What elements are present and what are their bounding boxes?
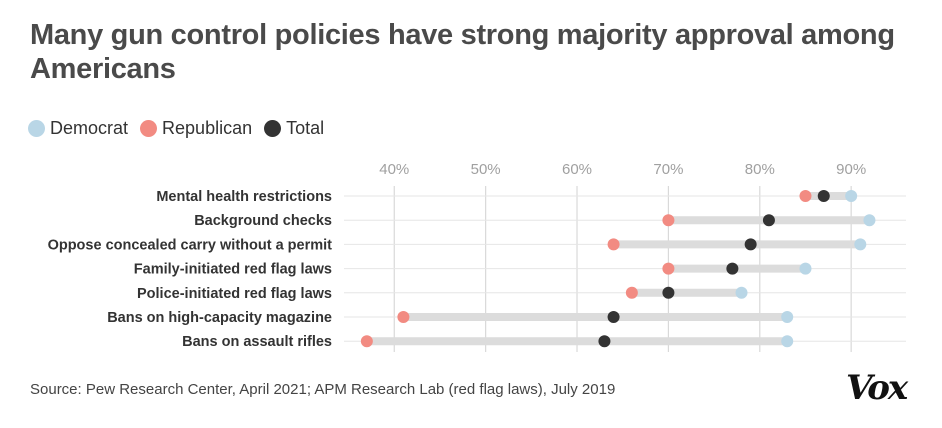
total-dot xyxy=(662,286,675,299)
democrat-dot xyxy=(799,262,812,275)
x-tick-label: 70% xyxy=(653,161,683,178)
legend-item-democrat: Democrat xyxy=(28,118,128,139)
legend-swatch-total xyxy=(264,120,282,137)
category-label: Police-initiated red flag laws xyxy=(137,286,332,302)
source-note: Source: Pew Research Center, April 2021;… xyxy=(30,381,616,398)
total-dot xyxy=(726,262,739,275)
category-label: Bans on assault rifles xyxy=(182,334,332,350)
vox-logo: Vox xyxy=(846,368,908,408)
category-label: Mental health restrictions xyxy=(156,189,332,205)
republican-dot xyxy=(397,311,410,323)
x-tick-label: 90% xyxy=(836,161,866,178)
democrat-dot xyxy=(854,238,867,251)
category-label: Background checks xyxy=(194,213,332,229)
x-tick-label: 80% xyxy=(745,161,775,178)
republican-dot xyxy=(360,335,373,348)
legend-swatch-democrat xyxy=(28,120,45,137)
republican-dot xyxy=(662,262,675,275)
democrat-dot xyxy=(845,190,858,202)
democrat-dot xyxy=(781,335,794,348)
legend-label-republican: Republican xyxy=(162,118,253,138)
total-dot xyxy=(744,238,757,251)
x-tick-label: 40% xyxy=(379,161,409,178)
legend-item-republican: Republican xyxy=(140,118,252,139)
legend-swatch-republican xyxy=(140,120,158,137)
category-label: Family-initiated red flag laws xyxy=(134,262,332,278)
republican-dot xyxy=(625,286,638,299)
total-dot xyxy=(817,190,830,202)
democrat-dot xyxy=(781,311,794,323)
category-label: Bans on high-capacity magazine xyxy=(107,310,332,326)
legend-item-total: Total xyxy=(264,118,324,139)
republican-dot xyxy=(662,214,675,227)
x-tick-label: 50% xyxy=(471,161,501,178)
democrat-dot xyxy=(863,214,876,227)
x-tick-label: 60% xyxy=(562,161,592,178)
legend-label-total: Total xyxy=(286,118,325,138)
republican-dot xyxy=(607,238,620,251)
legend: Democrat Republican Total xyxy=(28,118,336,139)
total-dot xyxy=(762,214,775,227)
total-dot xyxy=(598,335,611,348)
total-dot xyxy=(607,311,620,323)
republican-dot xyxy=(799,190,812,202)
category-label: Oppose concealed carry without a permit xyxy=(48,237,333,253)
democrat-dot xyxy=(735,286,748,299)
legend-label-democrat: Democrat xyxy=(50,118,129,138)
chart-title: Many gun control policies have strong ma… xyxy=(30,19,895,85)
